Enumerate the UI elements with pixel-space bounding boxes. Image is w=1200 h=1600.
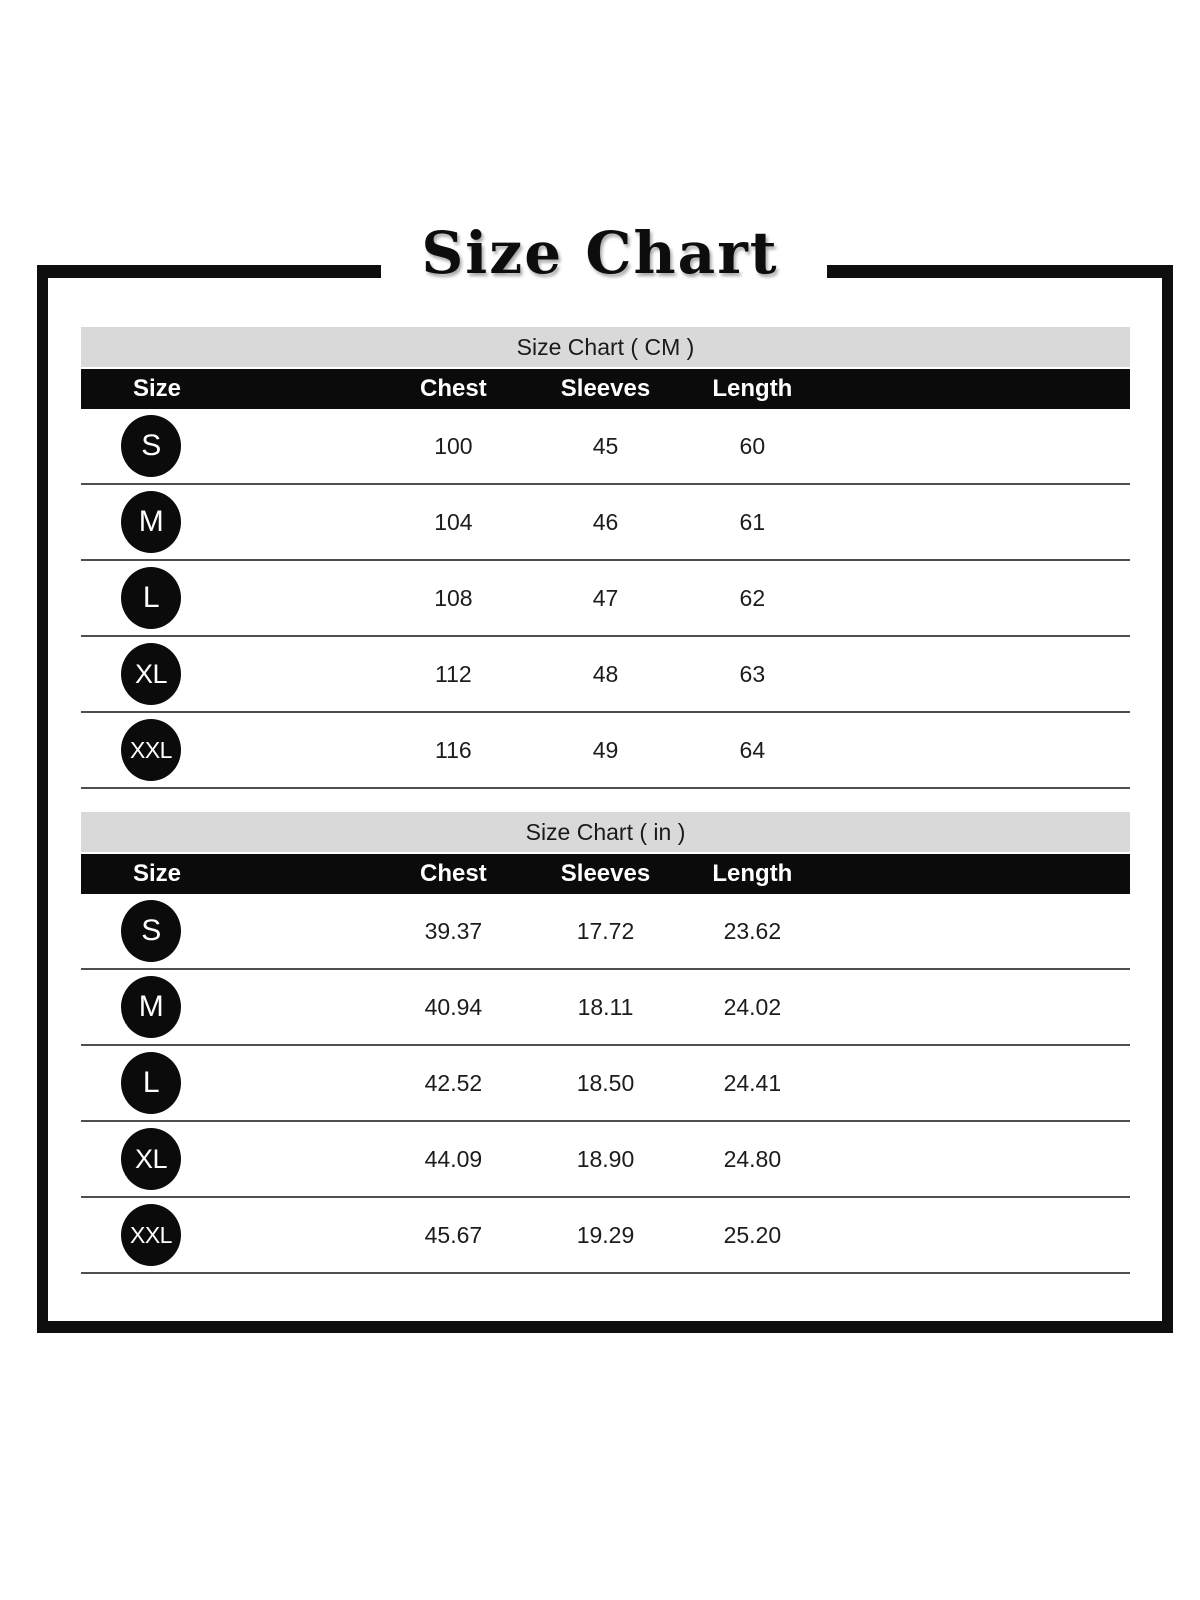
cell-chest: 44.09 <box>424 1145 483 1172</box>
cell-sleeves: 18.50 <box>576 1069 635 1096</box>
cell-chest: 45.67 <box>424 1221 483 1248</box>
cell-sleeves: 48 <box>592 660 619 687</box>
table-body-in: S 39.37 17.72 23.62 M 40.94 18.11 24.02 … <box>81 894 1130 1274</box>
size-badge: S <box>121 415 181 477</box>
table-row: S 39.37 17.72 23.62 <box>81 894 1130 970</box>
title-left-bar <box>37 265 381 278</box>
table-header-in: Size Chest Sleeves Length <box>81 854 1130 894</box>
cell-length: 64 <box>739 736 766 763</box>
cell-sleeves: 17.72 <box>576 917 635 944</box>
cell-chest: 116 <box>435 736 472 763</box>
table-row: S 100 45 60 <box>81 409 1130 485</box>
table-row: XL 112 48 63 <box>81 637 1130 713</box>
cell-sleeves: 49 <box>592 736 619 763</box>
cell-sleeves: 19.29 <box>576 1221 635 1248</box>
table-row: L 42.52 18.50 24.41 <box>81 1046 1130 1122</box>
size-table-in: Size Chart ( in ) Size Chest Sleeves Len… <box>81 812 1130 1274</box>
size-table-cm: Size Chart ( CM ) Size Chest Sleeves Len… <box>81 327 1130 789</box>
column-header-chest: Chest <box>420 375 487 402</box>
column-header-sleeves: Sleeves <box>560 375 651 402</box>
column-header-length: Length <box>712 375 793 402</box>
cell-length: 63 <box>739 660 766 687</box>
size-badge: L <box>121 567 181 629</box>
size-badge: M <box>121 491 181 553</box>
size-badge: M <box>121 976 181 1038</box>
table-band-in: Size Chart ( in ) <box>81 812 1130 852</box>
cell-sleeves: 46 <box>592 508 619 535</box>
cell-chest: 39.37 <box>424 917 483 944</box>
cell-chest: 42.52 <box>424 1069 483 1096</box>
cell-chest: 100 <box>434 432 473 459</box>
table-row: XXL 116 49 64 <box>81 713 1130 789</box>
size-badge: XL <box>121 1128 181 1190</box>
size-badge: XXL <box>121 1204 181 1266</box>
cell-sleeves: 18.90 <box>576 1145 635 1172</box>
cell-length: 23.62 <box>723 917 782 944</box>
cell-length: 62 <box>739 584 766 611</box>
table-body-cm: S 100 45 60 M 104 46 61 L 108 47 62 XL 1… <box>81 409 1130 789</box>
title-right-bar <box>827 265 1173 278</box>
cell-sleeves: 47 <box>592 584 619 611</box>
size-badge: XXL <box>121 719 181 781</box>
cell-length: 61 <box>739 508 766 535</box>
table-row: XXL 45.67 19.29 25.20 <box>81 1198 1130 1274</box>
outer-frame: Size Chart ( CM ) Size Chest Sleeves Len… <box>37 265 1173 1333</box>
column-header-length: Length <box>712 860 793 887</box>
cell-chest: 104 <box>434 508 473 535</box>
column-header-size: Size <box>133 375 182 402</box>
cell-length: 24.80 <box>723 1145 782 1172</box>
table-row: M 40.94 18.11 24.02 <box>81 970 1130 1046</box>
cell-length: 25.20 <box>723 1221 782 1248</box>
cell-sleeves: 45 <box>592 432 619 459</box>
cell-chest: 108 <box>434 584 473 611</box>
size-badge: L <box>121 1052 181 1114</box>
page-title: Size Chart <box>421 219 779 287</box>
size-badge: XL <box>121 643 181 705</box>
cell-length: 24.41 <box>723 1069 782 1096</box>
table-row: XL 44.09 18.90 24.80 <box>81 1122 1130 1198</box>
cell-length: 24.02 <box>723 993 782 1020</box>
column-header-sleeves: Sleeves <box>560 860 651 887</box>
cell-chest: 112 <box>435 660 472 687</box>
size-badge: S <box>121 900 181 962</box>
column-header-chest: Chest <box>420 860 487 887</box>
table-band-cm: Size Chart ( CM ) <box>81 327 1130 367</box>
table-header-cm: Size Chest Sleeves Length <box>81 369 1130 409</box>
column-header-size: Size <box>133 860 182 887</box>
cell-sleeves: 18.11 <box>577 993 634 1020</box>
table-row: L 108 47 62 <box>81 561 1130 637</box>
cell-chest: 40.94 <box>424 993 483 1020</box>
cell-length: 60 <box>739 432 766 459</box>
table-row: M 104 46 61 <box>81 485 1130 561</box>
